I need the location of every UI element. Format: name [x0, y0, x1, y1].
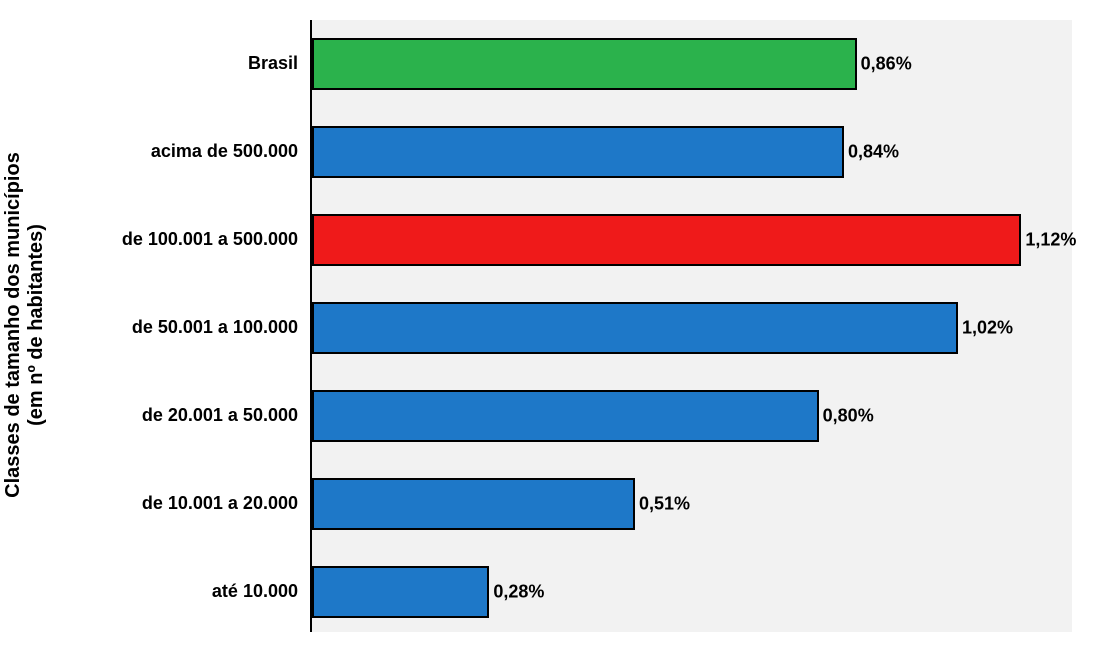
category-label: de 50.001 a 100.000 — [18, 317, 298, 338]
bar-value-label: 0,80% — [823, 406, 874, 427]
bar-value-label: 0,86% — [861, 54, 912, 75]
chart-container: Classes de tamanho dos municípios (em nº… — [0, 0, 1110, 650]
plot-area: 0,86% 0,84% 1,12% 1,02% 0,80% 0,51% 0,28% — [310, 20, 1072, 632]
bar — [312, 478, 635, 530]
bar-row: 1,02% — [312, 302, 1072, 354]
bar-row: 0,28% — [312, 566, 1072, 618]
bar — [312, 38, 857, 90]
category-label: de 100.001 a 500.000 — [18, 229, 298, 250]
bar-value-label: 1,02% — [962, 318, 1013, 339]
bar-value-label: 0,51% — [639, 494, 690, 515]
category-label: acima de 500.000 — [18, 141, 298, 162]
category-label: de 20.001 a 50.000 — [18, 405, 298, 426]
bar-value-label: 0,84% — [848, 142, 899, 163]
category-label: Brasil — [18, 53, 298, 74]
bar-row: 0,80% — [312, 390, 1072, 442]
bar — [312, 302, 958, 354]
bar — [312, 126, 844, 178]
bar — [312, 214, 1021, 266]
bar-row: 0,86% — [312, 38, 1072, 90]
bar-value-label: 1,12% — [1025, 230, 1076, 251]
bar — [312, 566, 489, 618]
bar-row: 1,12% — [312, 214, 1072, 266]
bar-row: 0,51% — [312, 478, 1072, 530]
bar-row: 0,84% — [312, 126, 1072, 178]
bar-value-label: 0,28% — [493, 582, 544, 603]
category-label: de 10.001 a 20.000 — [18, 493, 298, 514]
bar — [312, 390, 819, 442]
category-label: até 10.000 — [18, 581, 298, 602]
